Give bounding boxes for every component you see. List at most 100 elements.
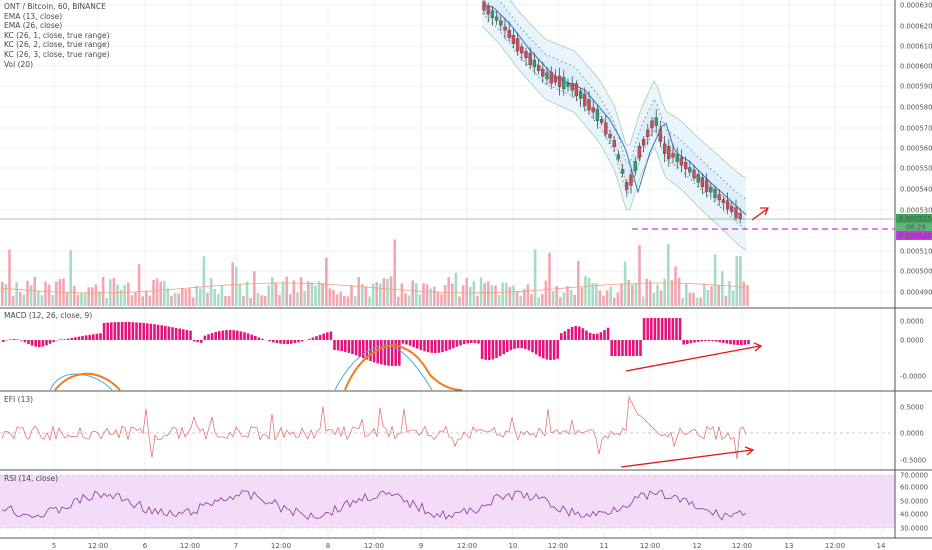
macd-histogram-bar [462, 340, 466, 345]
legend-vol[interactable]: Vol (20) [4, 59, 34, 69]
volume-bar [706, 289, 710, 306]
legend-kc-3[interactable]: KC (26, 3, close, true range) [4, 49, 110, 59]
volume-bar [332, 290, 335, 306]
macd-histogram-bar [138, 322, 142, 340]
legend-ema-26[interactable]: EMA (26, close) [4, 21, 63, 31]
macd-histogram-bar [354, 340, 358, 356]
volume-bar [544, 280, 548, 306]
macd-histogram-bar [686, 340, 689, 344]
volume-bar [685, 284, 688, 306]
volume-bar [195, 285, 198, 306]
macd-histogram-bar [434, 340, 437, 353]
volume-bar [55, 281, 58, 306]
macd-histogram-bar [106, 322, 109, 340]
candle-body [641, 139, 646, 146]
macd-histogram-bar [196, 340, 199, 343]
macd-histogram-bar [441, 340, 444, 353]
candle-body [730, 206, 734, 212]
legend-kc-2[interactable]: KC (26, 2, close, true range) [4, 40, 110, 50]
efi-arrow-head [744, 446, 755, 456]
volume-bar [447, 277, 450, 306]
macd-histogram-bar [671, 318, 675, 340]
macd-histogram-bar [563, 331, 567, 340]
rsi-panel[interactable] [0, 474, 895, 529]
volume-bar [145, 290, 148, 306]
time-tick-label: 7 [234, 542, 238, 550]
legend-kc-1[interactable]: KC (26, 1, close, true range) [4, 30, 110, 40]
symbol-title[interactable]: ONT / Bitcoin, 60, BINANCE [4, 2, 106, 11]
volume-bar [397, 296, 400, 306]
annotations [620, 207, 769, 468]
volume-bar [451, 283, 454, 306]
candle-body [574, 83, 579, 97]
legend-ema-13[interactable]: EMA (13, close) [4, 11, 63, 21]
macd-histogram-bar [128, 322, 131, 340]
macd-histogram-bar [164, 325, 167, 340]
rsi-tick-label: 60.0000 [900, 484, 928, 492]
volume-bar [429, 288, 432, 306]
volume-bar [325, 257, 328, 306]
volume-bar [418, 294, 422, 306]
rsi-band [0, 475, 895, 528]
volume-bar [598, 290, 602, 306]
price-panel[interactable] [0, 0, 895, 306]
volume-bar [436, 291, 440, 306]
macd-histogram-bar [725, 340, 729, 344]
macd-histogram-bar [243, 332, 246, 340]
macd-histogram-bar [527, 340, 531, 351]
macd-histogram-bar [48, 340, 52, 344]
efi-title[interactable]: EFI (13) [4, 395, 34, 404]
volume-bar [249, 297, 252, 306]
volume-bar [231, 262, 234, 306]
macd-histogram-bar [135, 322, 138, 340]
volume-bar [742, 281, 746, 306]
volume-bar [73, 286, 76, 306]
volume-bar [33, 276, 36, 306]
volume-bar [616, 292, 620, 306]
volume-bar [123, 284, 126, 306]
macd-signal-1 [49, 373, 113, 391]
volume-bar [731, 290, 735, 306]
last-price-label: 0.0005253 [899, 215, 932, 223]
kc-upper-line [509, 0, 747, 179]
macd-histogram-bar [704, 340, 707, 342]
volume-bar [188, 288, 191, 306]
candle-body [671, 153, 675, 158]
macd-panel[interactable] [2, 318, 750, 391]
volume-bar [649, 280, 652, 306]
macd-histogram-bar [225, 330, 228, 340]
macd-histogram-bar [336, 340, 340, 351]
volume-bar [127, 282, 130, 306]
macd-histogram-bar [210, 333, 214, 340]
efi-panel[interactable] [0, 395, 895, 460]
rsi-line [1, 489, 747, 521]
time-tick-label: 13 [785, 542, 794, 550]
volume-bar [602, 295, 605, 306]
macd-histogram-bar [380, 340, 383, 365]
macd-title[interactable]: MACD (12, 26, close, 9) [4, 311, 93, 320]
volume-bar [98, 291, 101, 306]
volume-bar [217, 294, 220, 306]
candle-body [583, 93, 587, 106]
macd-histogram-bar [484, 340, 487, 360]
up-arrow-head [760, 207, 769, 216]
volume-bar [278, 295, 281, 306]
macd-histogram-bar [261, 338, 264, 340]
volume-bar [703, 283, 706, 306]
macd-histogram-bar [117, 322, 120, 340]
volume-bar [674, 266, 677, 306]
volume-bar [227, 296, 231, 306]
macd-histogram-bar [30, 340, 34, 346]
candle-body [658, 128, 663, 142]
volume-bar [454, 272, 458, 306]
volume-bar [289, 294, 292, 306]
macd-histogram-bar [218, 331, 221, 340]
rsi-title[interactable]: RSI (14, close) [4, 474, 59, 483]
volume-bar [263, 295, 267, 306]
volume-bar [548, 252, 551, 306]
